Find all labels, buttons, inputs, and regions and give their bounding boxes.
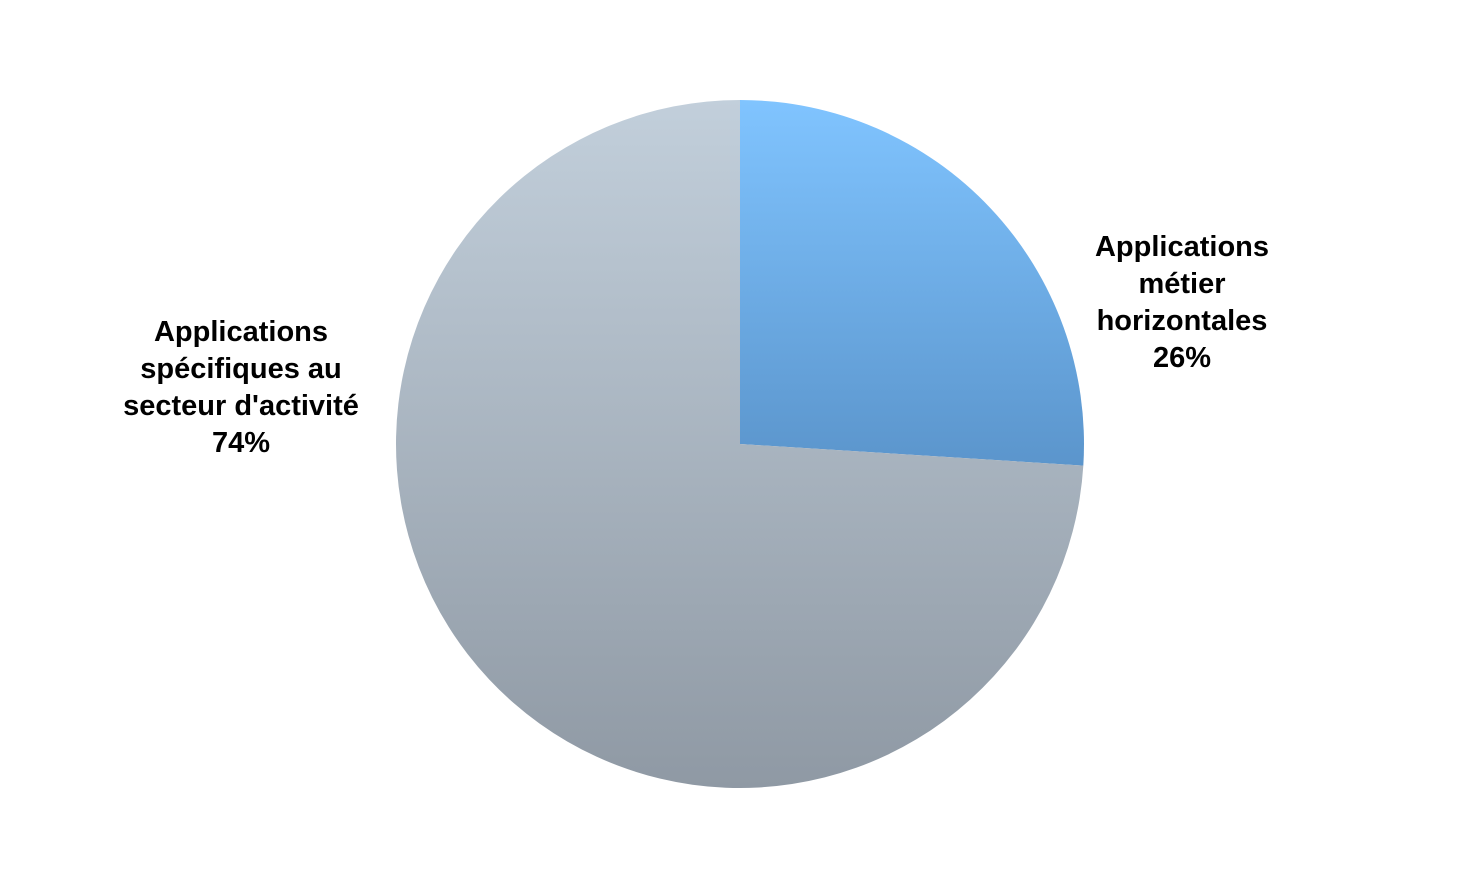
pie-slices — [395, 100, 1084, 788]
pie-slice-label-line: secteur d'activité — [123, 390, 359, 422]
pie-slice-label-line: métier — [1138, 268, 1225, 300]
pie-slice-label-line: spécifiques au — [140, 353, 341, 385]
pie-slice-label: Applications spécifiques au secteur d'acti… — [123, 316, 359, 459]
pie-slice-label-line: Applications — [154, 316, 328, 348]
pie-slice-label: Applications métier horizontales 26% — [1095, 231, 1269, 374]
pie-slice-label-line: Applications — [1095, 231, 1269, 263]
pie-slice-value-label: 26% — [1153, 342, 1211, 374]
pie-slice-label-line: horizontales — [1097, 305, 1268, 337]
pie-slice — [395, 100, 1084, 788]
pie-slice-value-label: 74% — [212, 427, 270, 459]
pie-labels: Applications métier horizontales 26%Applica… — [123, 231, 1269, 459]
pie-slice — [740, 100, 1084, 466]
